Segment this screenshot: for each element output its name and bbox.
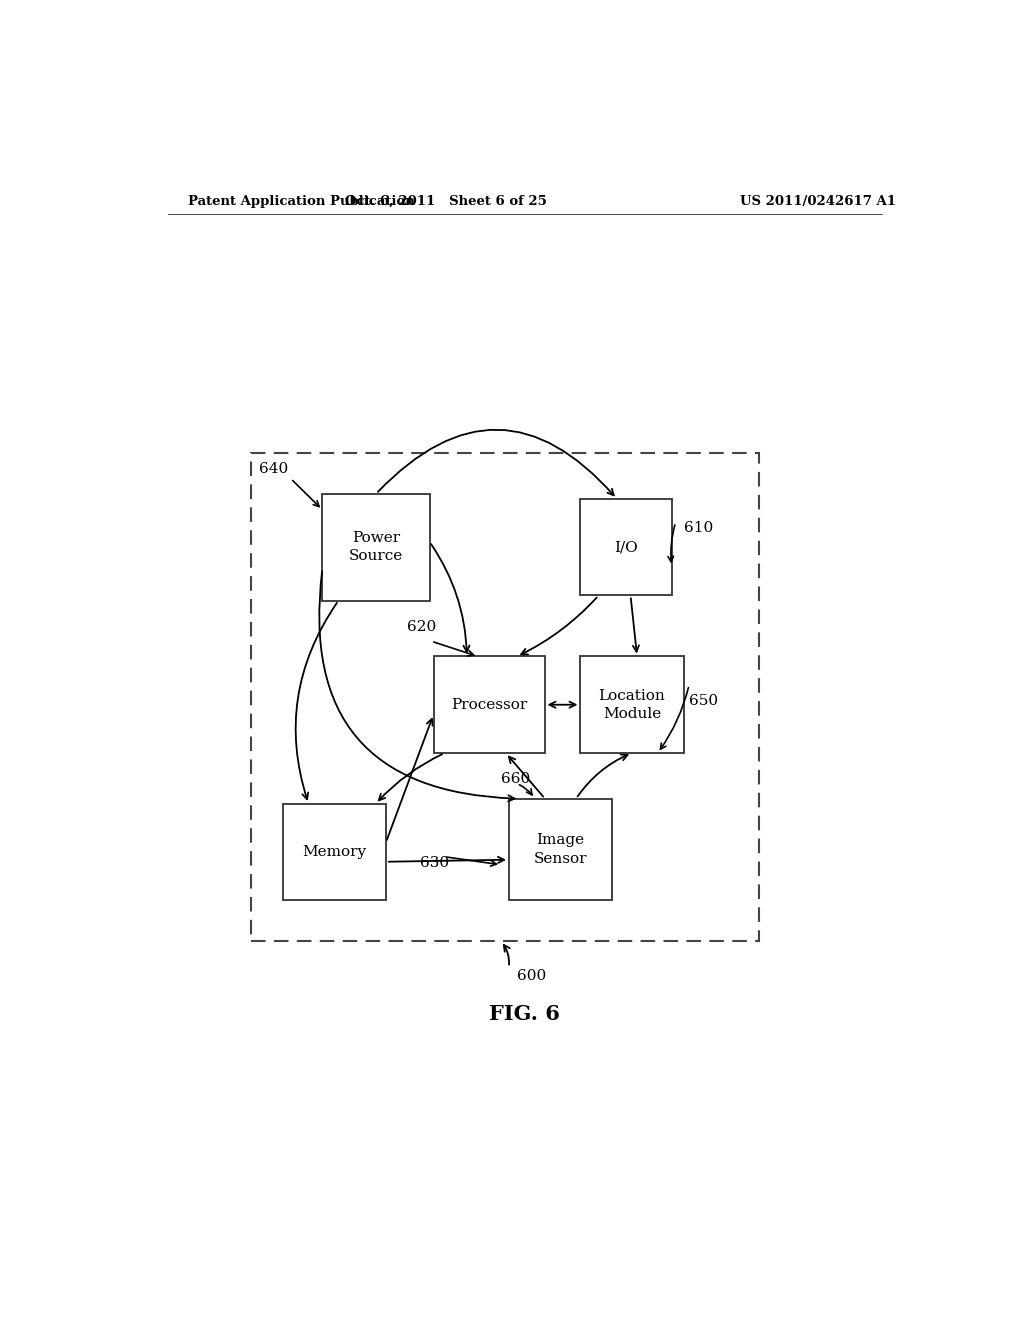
Text: Patent Application Publication: Patent Application Publication xyxy=(187,194,415,207)
Text: 640: 640 xyxy=(259,462,288,477)
Bar xyxy=(509,799,612,900)
Text: Image
Sensor: Image Sensor xyxy=(534,833,587,866)
Text: I/O: I/O xyxy=(614,540,638,554)
Bar xyxy=(581,656,684,752)
Text: Memory: Memory xyxy=(302,845,367,859)
Text: US 2011/0242617 A1: US 2011/0242617 A1 xyxy=(740,194,896,207)
Text: 620: 620 xyxy=(408,620,436,634)
Text: Location
Module: Location Module xyxy=(599,689,666,721)
Bar xyxy=(581,499,672,595)
Bar xyxy=(323,494,430,601)
Text: 660: 660 xyxy=(501,772,530,787)
Text: 650: 650 xyxy=(689,694,718,709)
Text: Processor: Processor xyxy=(451,698,527,711)
Text: FIG. 6: FIG. 6 xyxy=(489,1005,560,1024)
Bar xyxy=(433,656,545,752)
Text: 600: 600 xyxy=(517,969,546,982)
Text: Power
Source: Power Source xyxy=(349,531,403,564)
Bar xyxy=(283,804,386,900)
Text: 630: 630 xyxy=(420,855,450,870)
Bar xyxy=(251,453,759,941)
Text: Oct. 6, 2011   Sheet 6 of 25: Oct. 6, 2011 Sheet 6 of 25 xyxy=(344,194,547,207)
Text: 610: 610 xyxy=(684,521,713,536)
